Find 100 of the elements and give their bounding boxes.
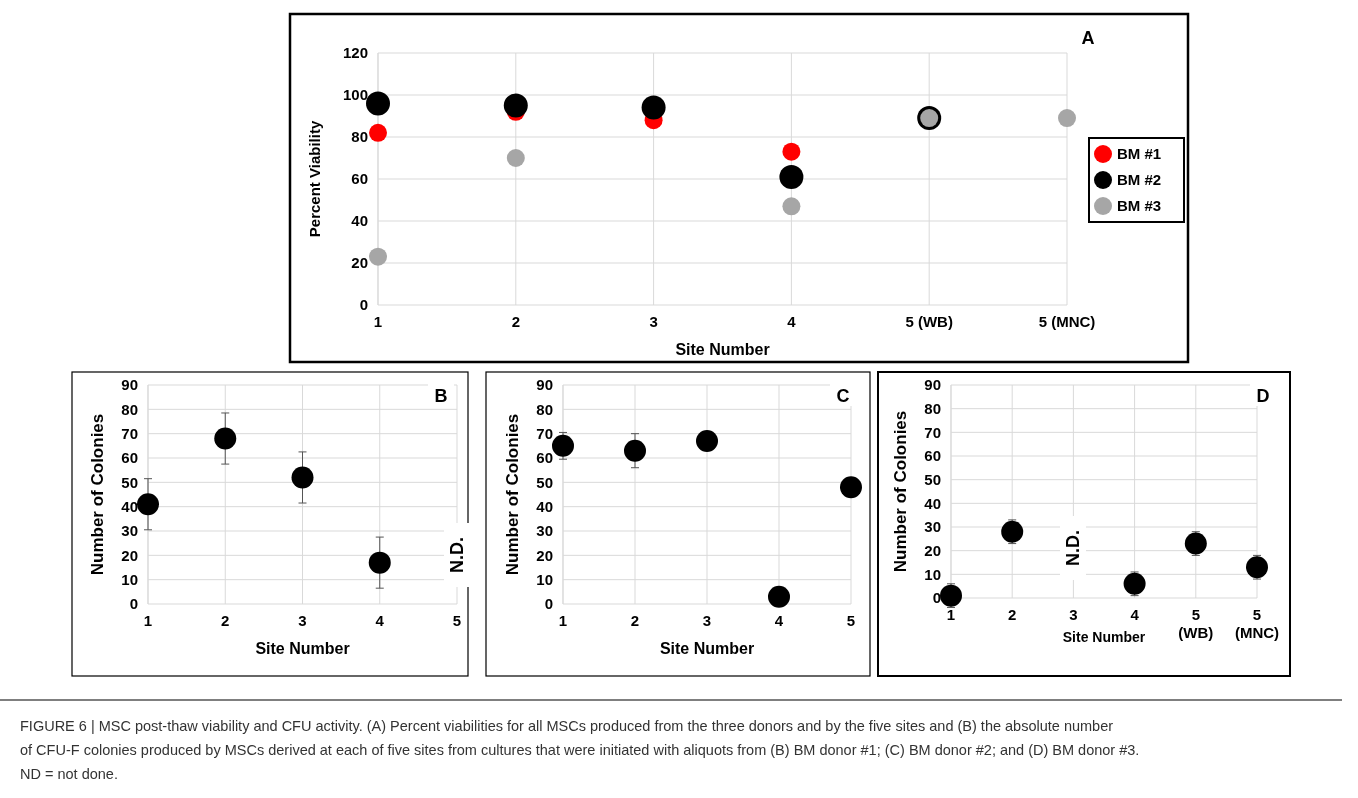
y-tick-label: 0 <box>544 595 553 613</box>
x-tick-label: 1 <box>373 313 383 330</box>
y-tick-label: 20 <box>924 541 941 559</box>
y-tick-label: 30 <box>536 522 553 540</box>
point <box>366 91 390 116</box>
annotation: D <box>1256 386 1270 406</box>
x-tick-label: 5 <box>846 612 856 629</box>
y-tick-label: 80 <box>351 128 368 146</box>
y-tick-label: 70 <box>121 424 138 442</box>
point <box>779 164 804 189</box>
y-tick-label: 0 <box>129 595 138 613</box>
legend-label: BM #1 <box>1117 145 1162 163</box>
y-tick-label: 30 <box>121 522 138 540</box>
point <box>1246 556 1268 579</box>
point <box>1058 109 1076 128</box>
x-axis-title: Site Number <box>675 341 770 358</box>
x-tick-label: 3 <box>1069 606 1078 623</box>
x-tick-label: 2 <box>630 612 640 629</box>
legend-label: BM #2 <box>1117 171 1162 189</box>
point <box>782 197 801 216</box>
x-tick-label: 3 <box>649 313 658 330</box>
x-axis-title: Site Number <box>1062 629 1146 645</box>
point <box>1001 520 1024 543</box>
y-tick-label: 90 <box>536 376 553 394</box>
point <box>503 93 528 118</box>
x-tick-label: 5 (WB) <box>1178 606 1214 641</box>
point <box>369 123 387 142</box>
point <box>291 466 314 489</box>
point <box>1123 572 1146 595</box>
y-tick-label: 60 <box>536 449 553 467</box>
y-tick-label: 90 <box>924 376 941 394</box>
caption: FIGURE 6 | MSC post-thaw viability and CFU activity. (A) Percent viabilities for all MSCs produced from the three donors and by the five sites and (B) the absolute number of CFU-F colonies produced by MSCs derived at each of five sites from cultures that were initiated with aliquots from (B) BM donor #1; (C) BM donor #2; and (D) BM donor #3. ND = not done. <box>20 718 1140 782</box>
x-tick-label: 3 <box>298 612 307 629</box>
x-axis-title: Site Number <box>255 640 350 657</box>
y-tick-label: 10 <box>121 570 138 588</box>
x-tick-label: 2 <box>221 612 230 629</box>
point <box>1184 532 1207 555</box>
x-tick-label: 4 <box>375 612 385 629</box>
y-tick-label: 50 <box>121 473 138 491</box>
annotation: N.D. <box>1063 530 1084 566</box>
y-tick-label: 70 <box>536 424 553 442</box>
x-tick-label: 5 (MNC) <box>1234 606 1280 641</box>
y-tick-label: 20 <box>536 546 553 564</box>
y-tick-label: 10 <box>536 570 553 588</box>
point <box>782 142 801 161</box>
point <box>552 434 574 457</box>
y-tick-label: 90 <box>121 376 138 394</box>
x-tick-label: 4 <box>787 313 797 330</box>
point <box>214 427 237 450</box>
annotation: C <box>836 386 850 406</box>
annotation: B <box>434 386 448 406</box>
point <box>840 476 862 499</box>
y-axis-title: Number of Colonies <box>88 413 107 576</box>
point <box>137 493 159 516</box>
point <box>624 439 646 462</box>
y-tick-label: 40 <box>924 494 941 512</box>
point <box>940 584 962 607</box>
y-tick-label: 80 <box>536 400 553 418</box>
y-tick-label: 40 <box>351 212 368 230</box>
point <box>696 429 718 452</box>
annotation: N.D. <box>447 537 468 573</box>
point <box>368 551 391 574</box>
y-tick-label: 10 <box>924 565 941 583</box>
x-tick-label: 5 <box>452 612 462 629</box>
y-tick-label: 20 <box>351 254 368 272</box>
point <box>768 585 790 608</box>
y-tick-label: 60 <box>121 449 138 467</box>
y-tick-label: 60 <box>351 170 368 188</box>
y-tick-label: 0 <box>359 296 368 314</box>
x-tick-label: 1 <box>946 606 956 623</box>
legend-label: BM #3 <box>1117 197 1162 215</box>
y-axis-title: Number of Colonies <box>503 413 522 576</box>
x-tick-label: 1 <box>558 612 568 629</box>
y-tick-label: 70 <box>924 423 941 441</box>
point <box>641 95 666 120</box>
y-axis-title: Number of Colonies <box>891 410 910 573</box>
x-tick-label: 4 <box>1130 606 1140 623</box>
text: A <box>1081 28 1095 48</box>
y-tick-label: 0 <box>932 589 941 607</box>
y-tick-label: 80 <box>924 399 941 417</box>
x-tick-label: 5 (WB) <box>905 313 953 330</box>
y-tick-label: 80 <box>121 400 138 418</box>
x-tick-label: 2 <box>511 313 520 330</box>
point <box>506 149 525 167</box>
x-tick-label: 1 <box>143 612 153 629</box>
y-axis-title: Percent Viability <box>306 120 323 238</box>
y-tick-label: 40 <box>536 497 553 515</box>
x-tick-label: 2 <box>1008 606 1017 623</box>
y-tick-label: 50 <box>924 470 941 488</box>
x-tick-label: 4 <box>774 612 784 629</box>
y-tick-label: 60 <box>924 447 941 465</box>
x-tick-label: 3 <box>702 612 712 629</box>
x-tick-label: 5 (MNC) <box>1038 313 1096 330</box>
y-tick-label: 120 <box>342 44 368 62</box>
y-tick-label: 20 <box>121 546 138 564</box>
y-tick-label: 40 <box>121 497 138 515</box>
y-tick-label: 100 <box>342 86 368 104</box>
point <box>369 247 387 266</box>
x-axis-title: Site Number <box>659 640 755 657</box>
y-tick-label: 30 <box>924 518 941 536</box>
